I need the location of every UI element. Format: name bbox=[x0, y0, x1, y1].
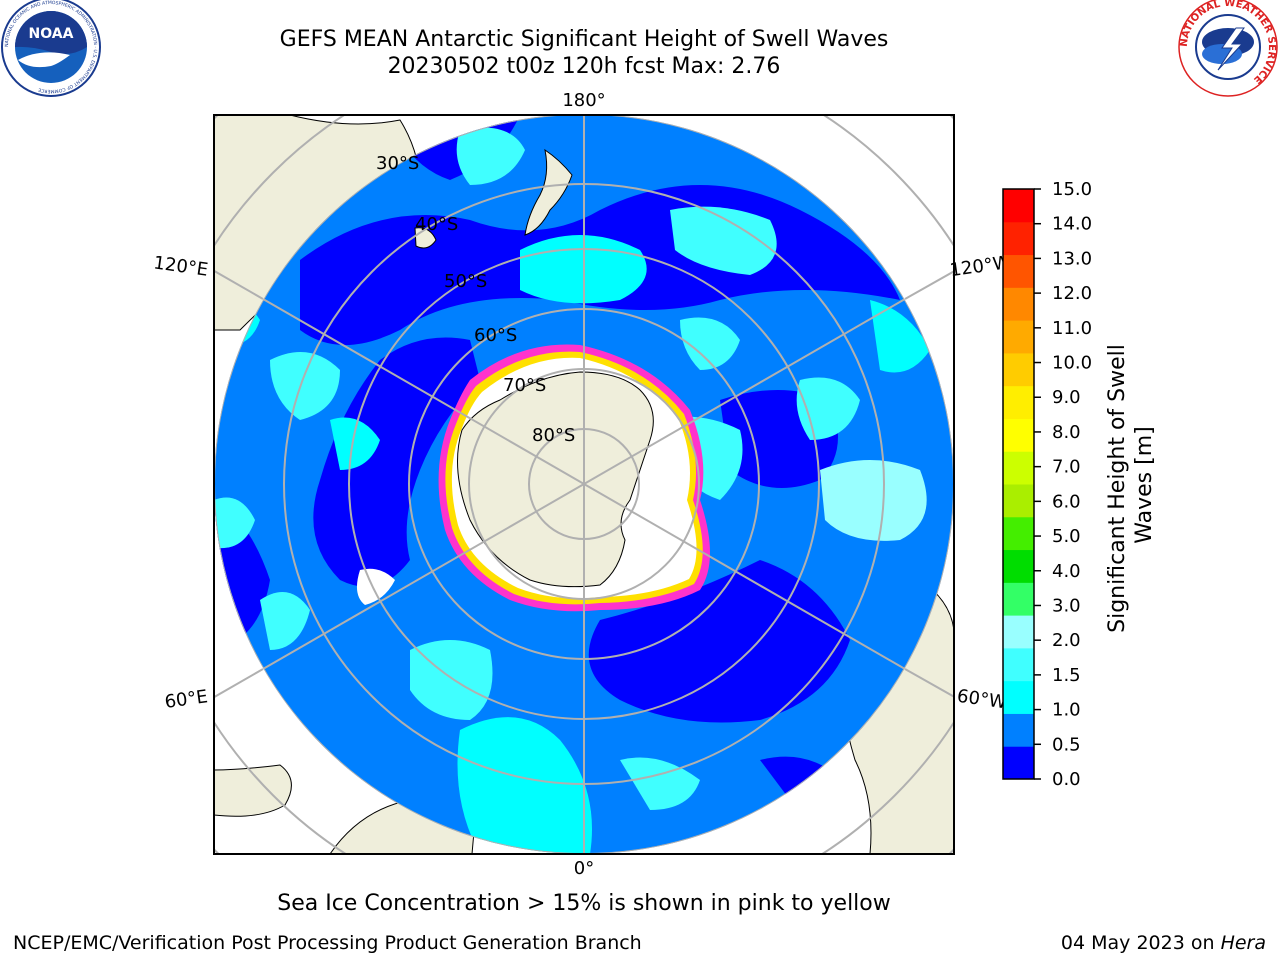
colorbar-tick-label: 13.0 bbox=[1052, 248, 1092, 269]
lat-label-30s: 30°S bbox=[376, 153, 419, 174]
colorbar-label-line2: Waves [m] bbox=[1132, 426, 1157, 543]
colorbar-cell bbox=[1003, 615, 1034, 649]
lat-label-60s: 60°S bbox=[474, 325, 517, 346]
colorbar-cell bbox=[1003, 549, 1034, 583]
colorbar-tick-label: 14.0 bbox=[1052, 214, 1092, 235]
lat-label-80s: 80°S bbox=[532, 425, 575, 446]
footer-date: 04 May 2023 on Hera bbox=[1061, 932, 1266, 954]
colorbar-label: Significant Height of Swell Waves [m] bbox=[1105, 337, 1157, 633]
colorbar-cell bbox=[1003, 320, 1034, 354]
lat-label-70s: 70°S bbox=[503, 375, 546, 396]
colorbar-tick-label: 7.0 bbox=[1052, 457, 1081, 478]
colorbar-tick-label: 5.0 bbox=[1052, 526, 1081, 547]
colorbar-tick-label: 0.0 bbox=[1052, 769, 1081, 790]
colorbar-tick-label: 1.5 bbox=[1052, 665, 1081, 686]
colorbar-tick-label: 4.0 bbox=[1052, 561, 1081, 582]
lat-label-50s: 50°S bbox=[444, 271, 487, 292]
colorbar-tick-label: 11.0 bbox=[1052, 318, 1092, 339]
footer-date-text: 04 May 2023 on bbox=[1060, 932, 1221, 954]
colorbar-tick-label: 10.0 bbox=[1052, 353, 1092, 374]
colorbar-tick-label: 3.0 bbox=[1052, 595, 1081, 616]
chart-subtitle: 20230502 t00z 120h fcst Max: 2.76 bbox=[387, 54, 781, 79]
lon-label-60e: 60°E bbox=[163, 686, 209, 713]
colorbar-tick-label: 0.5 bbox=[1052, 734, 1081, 755]
colorbar: 0.0 0.5 1.0 1.5 2.0 3.0 4.0 5.0 6.0 7.0 8.0 9.0 10.0… bbox=[1002, 179, 1157, 790]
colorbar-tick-label: 12.0 bbox=[1052, 283, 1092, 304]
footer-credit: NCEP/EMC/Verification Post Processing Pr… bbox=[13, 932, 642, 954]
noaa-logo-text: NOAA bbox=[29, 26, 74, 42]
colorbar-cell bbox=[1003, 352, 1034, 387]
lon-label-120e: 120°E bbox=[152, 252, 209, 280]
colorbar-cell bbox=[1003, 221, 1034, 256]
colorbar-cell bbox=[1003, 647, 1034, 682]
lon-label-0: 0° bbox=[574, 858, 594, 879]
colorbar-cell bbox=[1003, 254, 1034, 288]
nws-logo: NATIONAL WEATHER SERVICE bbox=[1178, 0, 1278, 97]
kerguelen-ice bbox=[356, 568, 395, 605]
polar-map: 180° 120°E 120°W 60°E 60°W 0° 30°S 40°S … bbox=[152, 90, 1012, 879]
antarctica-land bbox=[457, 371, 654, 588]
noaa-logo: NOAA NATIONAL OCEANIC AND ATMOSPHERIC AD… bbox=[1, 0, 101, 97]
map-frame bbox=[213, 114, 955, 855]
colorbar-tick-label: 8.0 bbox=[1052, 422, 1081, 443]
colorbar-tick-label: 6.0 bbox=[1052, 491, 1081, 512]
colorbar-tick-label: 9.0 bbox=[1052, 387, 1081, 408]
colorbar-cell bbox=[1003, 516, 1034, 551]
colorbar-cell bbox=[1003, 582, 1034, 616]
chart-title: GEFS MEAN Antarctic Significant Height o… bbox=[279, 27, 889, 52]
graticule bbox=[214, 114, 954, 854]
colorbar-label-line1: Significant Height of Swell bbox=[1105, 344, 1130, 633]
new-zealand-land bbox=[524, 148, 573, 236]
colorbar-cell bbox=[1003, 385, 1034, 419]
colorbar-cell bbox=[1003, 189, 1034, 223]
sea-ice-caption: Sea Ice Concentration > 15% is shown in … bbox=[277, 891, 891, 916]
lat-label-40s: 40°S bbox=[415, 214, 458, 235]
colorbar-cell bbox=[1003, 680, 1034, 714]
colorbar-cell bbox=[1003, 746, 1034, 780]
colorbar-cell bbox=[1003, 713, 1034, 747]
colorbar-tick-label: 15.0 bbox=[1052, 179, 1092, 200]
colorbar-cell bbox=[1003, 418, 1034, 452]
colorbar-tick-label: 2.0 bbox=[1052, 630, 1081, 651]
lon-label-60w: 60°W bbox=[956, 686, 1008, 714]
colorbar-tick-label: 1.0 bbox=[1052, 700, 1081, 721]
lon-label-180: 180° bbox=[562, 90, 605, 111]
colorbar-cell bbox=[1003, 484, 1034, 518]
colorbar-cell bbox=[1003, 451, 1034, 485]
footer-host: Hera bbox=[1220, 932, 1266, 954]
colorbar-cell bbox=[1003, 287, 1034, 321]
